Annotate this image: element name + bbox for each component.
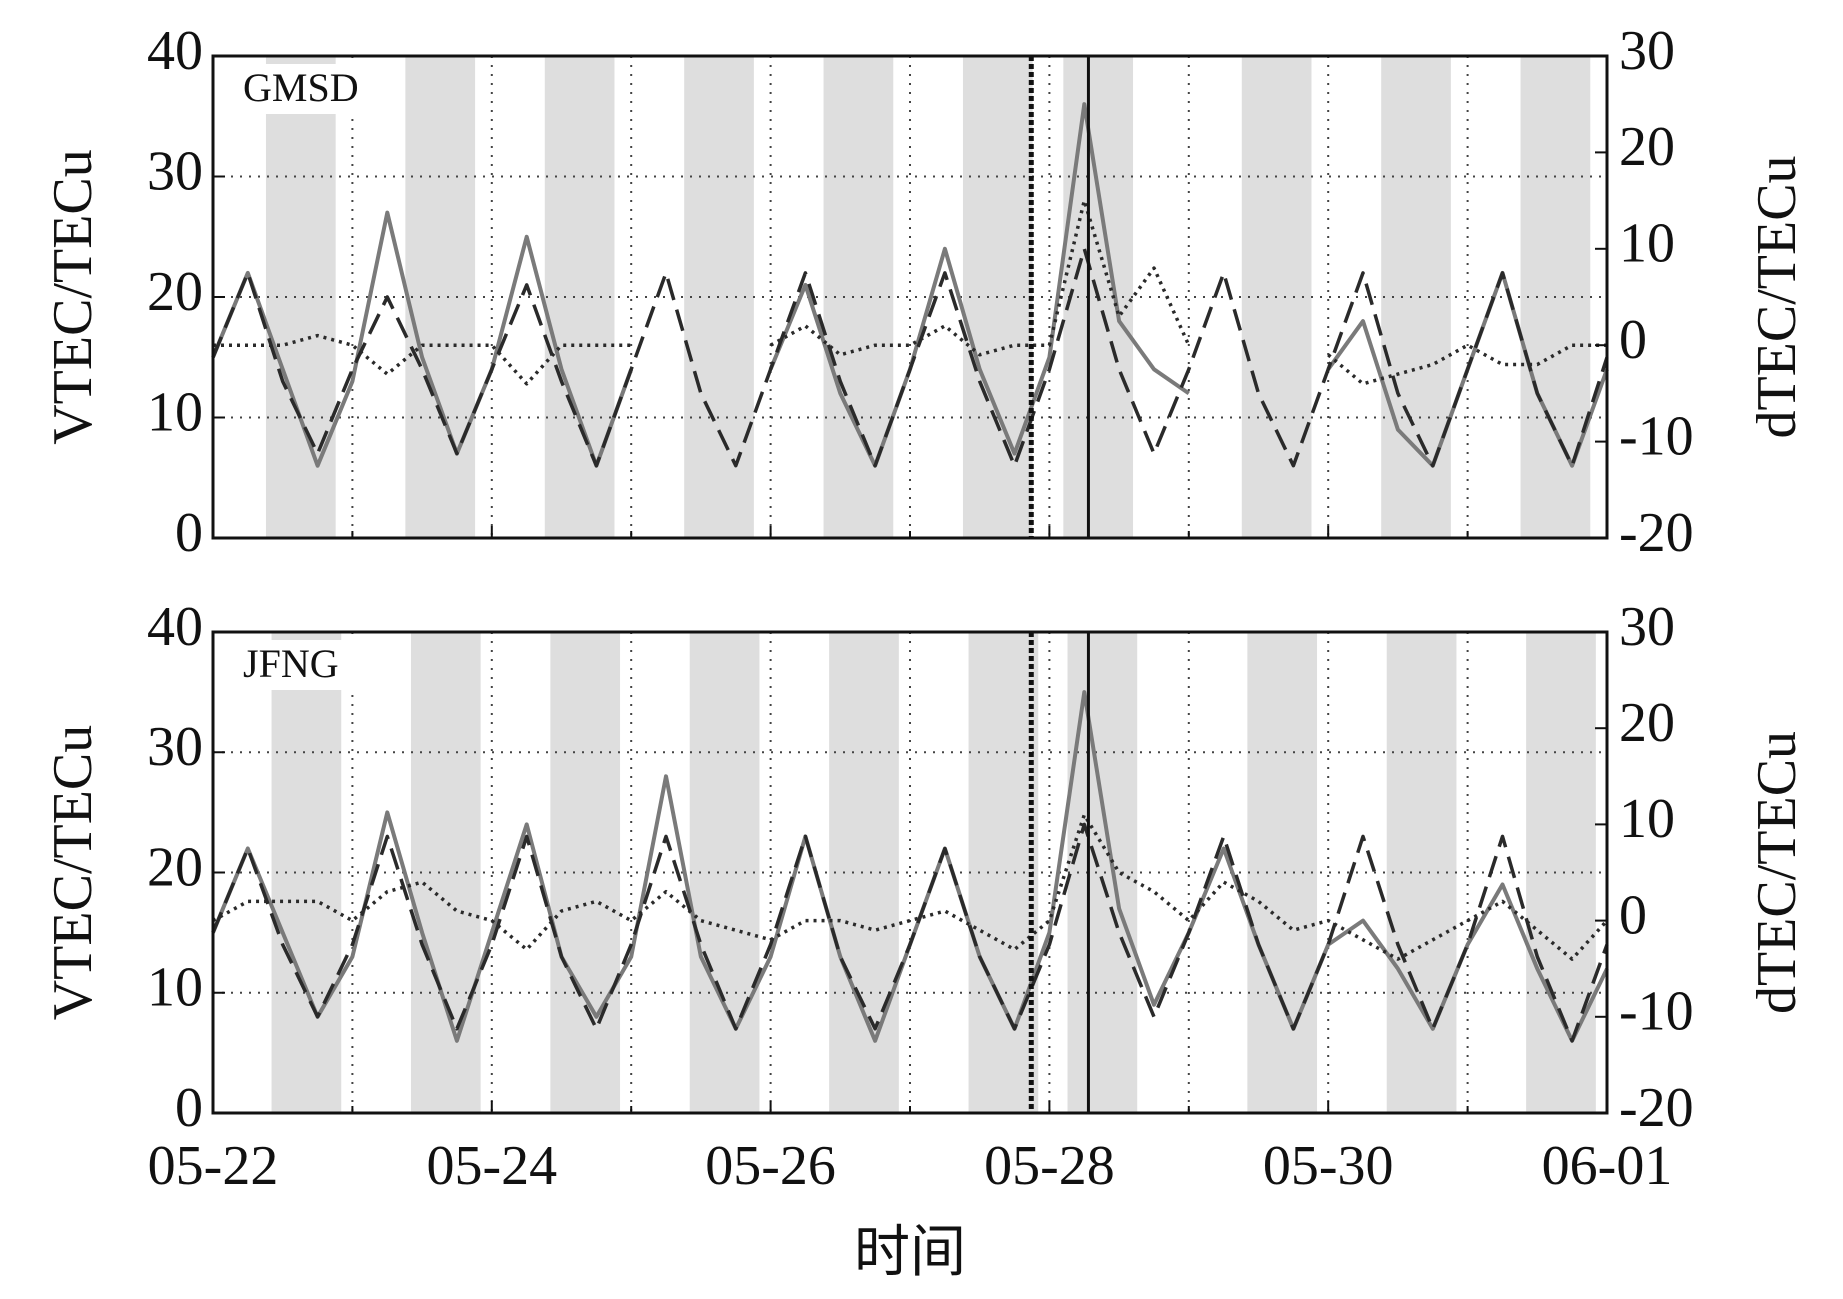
y-tick-label: 30 (147, 140, 203, 202)
y2-tick-label: 20 (1619, 692, 1675, 754)
night-band (1381, 56, 1451, 538)
x-tick-label: 05-30 (1263, 1135, 1394, 1197)
y-tick-label: 0 (175, 1077, 203, 1139)
y-tick-label: 0 (175, 502, 203, 564)
y2-tick-label: 30 (1619, 596, 1675, 658)
y2-tick-label: -20 (1619, 1077, 1694, 1139)
night-band (968, 632, 1039, 1113)
station-label: GMSD (243, 65, 359, 110)
y2-tick-label: 20 (1619, 116, 1675, 178)
y-axis-label: VTEC/TECu (42, 149, 104, 445)
station-label: JFNG (243, 641, 339, 686)
night-band (405, 56, 476, 538)
y2-tick-label: 10 (1619, 213, 1675, 275)
night-band (684, 56, 754, 538)
x-tick-label: 05-26 (705, 1135, 836, 1197)
y2-tick-label: -10 (1619, 405, 1694, 467)
y-tick-label: 40 (147, 596, 203, 658)
night-band (689, 632, 760, 1113)
series-line (211, 247, 1609, 468)
x-tick-label: 06-01 (1542, 1135, 1673, 1197)
y-axis-label: VTEC/TECu (42, 725, 104, 1021)
y2-tick-label: -20 (1619, 502, 1694, 564)
y2-axis-label: dTEC/TECu (1746, 155, 1808, 438)
y2-axis-label: dTEC/TECu (1746, 731, 1808, 1014)
night-band (271, 632, 342, 1113)
y2-tick-label: -10 (1619, 981, 1694, 1043)
night-band (410, 632, 481, 1113)
night-band (1386, 632, 1457, 1113)
y-tick-label: 10 (147, 957, 203, 1019)
y-tick-label: 20 (147, 261, 203, 323)
x-tick-label: 05-24 (426, 1135, 557, 1197)
y2-tick-label: 10 (1619, 788, 1675, 850)
night-band (1067, 632, 1138, 1113)
y-tick-label: 20 (147, 836, 203, 898)
night-band (829, 632, 899, 1113)
y2-tick-label: 30 (1619, 20, 1675, 82)
y2-tick-label: 0 (1619, 884, 1647, 946)
label-box (233, 640, 383, 690)
x-tick-label: 05-22 (148, 1135, 279, 1197)
y-tick-label: 30 (147, 716, 203, 778)
y2-tick-label: 0 (1619, 309, 1647, 371)
series-line (213, 198, 1607, 386)
series-line (211, 822, 1609, 1043)
night-band (550, 632, 621, 1113)
y-tick-label: 40 (147, 20, 203, 82)
label-box (233, 64, 383, 114)
x-axis-label: 时间 (854, 1222, 966, 1284)
y-tick-label: 10 (147, 381, 203, 443)
x-tick-label: 05-28 (984, 1135, 1115, 1197)
